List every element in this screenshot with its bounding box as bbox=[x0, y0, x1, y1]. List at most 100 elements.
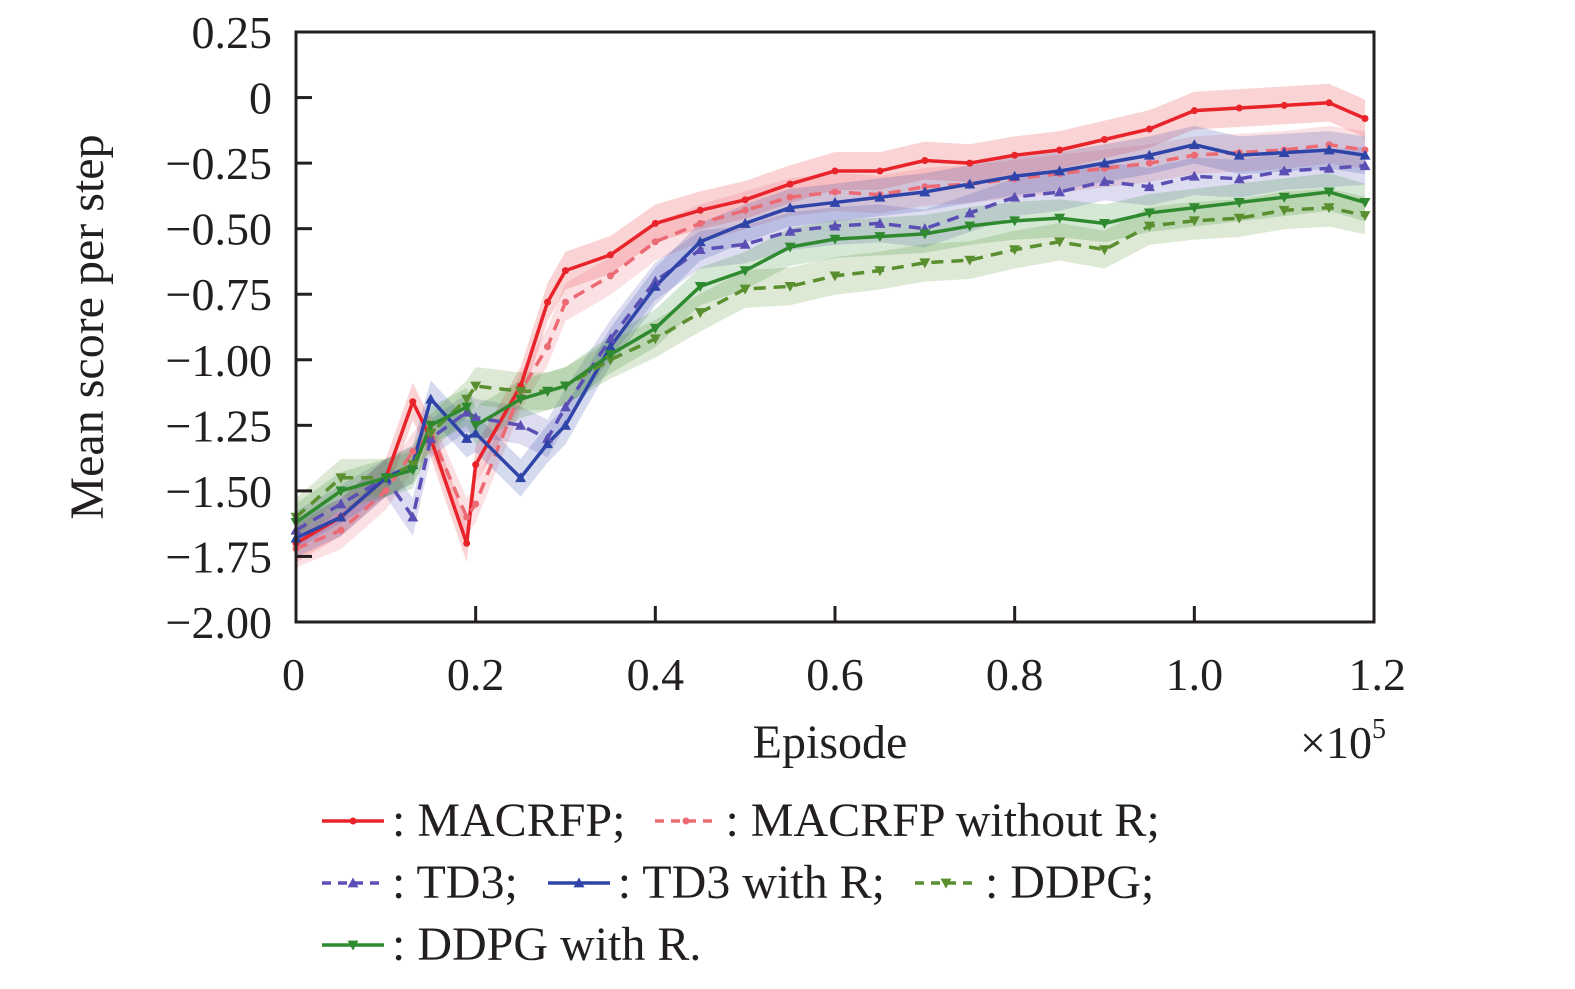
legend-label: : DDPG; bbox=[984, 856, 1155, 909]
y-tick-label: −0.75 bbox=[166, 269, 272, 320]
point-td3-with-r bbox=[1359, 149, 1371, 160]
point-ddpg bbox=[1099, 245, 1110, 256]
legend-swatch-icon bbox=[547, 877, 610, 888]
point-ddpg bbox=[1009, 245, 1021, 256]
point-ddpg bbox=[461, 394, 473, 405]
point-td3-with-r bbox=[874, 191, 886, 202]
point-td3-with-r bbox=[1278, 147, 1290, 158]
point-ddpg-with-r bbox=[919, 229, 931, 240]
point-macrfp bbox=[1325, 99, 1333, 107]
point-td3 bbox=[1359, 160, 1371, 171]
point-macrfp bbox=[741, 196, 749, 204]
point-ddpg-with-r bbox=[964, 221, 976, 232]
band-td3-with-r bbox=[296, 125, 1366, 557]
point-macrfp-without-r bbox=[831, 188, 839, 196]
point-td3-with-r bbox=[1009, 170, 1021, 181]
point-macrfp-without-r bbox=[562, 298, 569, 306]
point-ddpg-with-r bbox=[1099, 219, 1110, 229]
y-tick-label: −0.25 bbox=[166, 138, 272, 189]
point-td3 bbox=[1009, 191, 1021, 202]
legend: : MACRFP; : MACRFP without R; : TD3; : TD3 … bbox=[320, 790, 1420, 976]
legend-item: : DDPG with R. bbox=[320, 914, 701, 976]
line-td3 bbox=[295, 163, 1366, 532]
point-ddpg-with-r bbox=[649, 323, 661, 334]
point-macrfp bbox=[463, 539, 471, 547]
point-macrfp bbox=[562, 267, 569, 275]
band-macrfp-without-r bbox=[296, 125, 1366, 568]
band-macrfp bbox=[296, 83, 1366, 563]
point-ddpg-with-r bbox=[1143, 208, 1155, 219]
point-ddpg bbox=[874, 266, 886, 277]
point-ddpg-with-r bbox=[1278, 192, 1290, 203]
line-macrfp bbox=[295, 101, 1366, 546]
line-td3-with-r bbox=[295, 143, 1366, 540]
point-ddpg-with-r bbox=[1188, 203, 1200, 214]
point-ddpg-with-r bbox=[560, 381, 571, 392]
point-ddpg bbox=[649, 334, 661, 345]
legend-item: : DDPG; bbox=[913, 852, 1154, 914]
point-ddpg-with-r bbox=[542, 386, 554, 397]
point-td3-with-r bbox=[964, 178, 976, 189]
point-ddpg-with-r bbox=[694, 281, 706, 292]
point-macrfp-without-r bbox=[1190, 151, 1198, 159]
series-lines bbox=[294, 101, 1366, 551]
point-ddpg bbox=[515, 386, 527, 397]
point-td3-with-r bbox=[470, 427, 482, 438]
point-td3 bbox=[470, 411, 482, 422]
y-axis-title: Mean score per step bbox=[61, 134, 114, 519]
point-macrfp bbox=[1280, 101, 1288, 109]
legend-item: : TD3 with R; bbox=[546, 852, 885, 914]
line-ddpg-with-r bbox=[294, 190, 1366, 524]
point-macrfp bbox=[831, 167, 839, 175]
x-tick-label: 0 bbox=[282, 649, 305, 700]
point-td3-with-r bbox=[335, 511, 347, 522]
legend-label: : MACRFP without R; bbox=[725, 794, 1160, 847]
legend-row: : MACRFP; : MACRFP without R; bbox=[320, 790, 1420, 852]
series-markers bbox=[290, 99, 1371, 553]
point-macrfp bbox=[786, 180, 794, 188]
point-ddpg-with-r bbox=[1323, 187, 1335, 198]
y-axis: 0.25 0 −0.25 −0.50 −0.75 −1.00 −1.25 −1.50 −1.75… bbox=[166, 7, 312, 648]
x-multiplier-base: ×10 bbox=[1300, 717, 1372, 768]
x-tick-label: 1.0 bbox=[1166, 649, 1224, 700]
legend-label: : TD3; bbox=[392, 856, 518, 909]
x-tick-label: 0.2 bbox=[447, 649, 505, 700]
legend-swatch-icon bbox=[322, 940, 384, 951]
point-ddpg bbox=[604, 355, 616, 366]
point-td3-with-r bbox=[739, 217, 751, 228]
point-macrfp bbox=[1101, 136, 1108, 144]
point-ddpg-with-r bbox=[604, 350, 616, 361]
point-macrfp-without-r bbox=[472, 500, 480, 508]
point-ddpg-with-r bbox=[874, 232, 886, 243]
point-ddpg bbox=[425, 428, 437, 439]
point-td3-with-r bbox=[1233, 149, 1245, 160]
legend-swatch-icon bbox=[322, 817, 384, 825]
point-ddpg bbox=[739, 284, 751, 295]
point-td3-with-r bbox=[784, 202, 796, 213]
point-macrfp-without-r bbox=[409, 448, 417, 456]
band-ddpg-with-r bbox=[296, 173, 1366, 542]
legend-label: : MACRFP; bbox=[392, 794, 626, 847]
point-ddpg bbox=[470, 381, 482, 392]
point-td3 bbox=[739, 238, 751, 249]
legend-swatch-icon bbox=[655, 817, 718, 825]
point-ddpg-with-r bbox=[425, 420, 437, 431]
point-ddpg-with-r bbox=[739, 266, 751, 277]
point-ddpg-with-r bbox=[1359, 198, 1371, 208]
point-macrfp bbox=[409, 398, 417, 406]
point-macrfp-without-r bbox=[741, 206, 749, 214]
point-ddpg bbox=[1054, 237, 1066, 248]
y-tick-label: 0.25 bbox=[192, 7, 273, 58]
legend-item: : MACRFP; bbox=[320, 790, 625, 852]
x-multiplier-exponent: 5 bbox=[1372, 714, 1386, 745]
point-ddpg-with-r bbox=[1009, 216, 1021, 227]
point-td3 bbox=[1099, 175, 1110, 186]
point-td3 bbox=[604, 333, 616, 344]
point-macrfp bbox=[966, 159, 974, 167]
point-td3-with-r bbox=[919, 186, 931, 197]
y-tick-label: −0.50 bbox=[166, 204, 272, 255]
point-td3 bbox=[407, 511, 419, 522]
line-ddpg bbox=[294, 205, 1366, 519]
y-tick-label: −1.50 bbox=[166, 466, 272, 517]
legend-label: : TD3 with R; bbox=[617, 856, 885, 909]
